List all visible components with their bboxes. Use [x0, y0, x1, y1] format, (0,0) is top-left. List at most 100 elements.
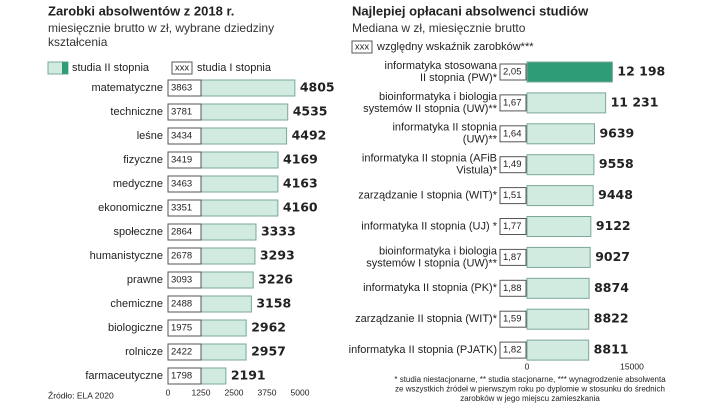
- ratio-text: 3419: [171, 155, 192, 166]
- value-label: 9448: [598, 187, 633, 202]
- category-label: informatyka stosowana: [385, 60, 498, 72]
- ratio-box: [167, 367, 202, 385]
- legend-label: studia II stopnia: [72, 62, 150, 74]
- ratio-box: [499, 279, 527, 297]
- footnote: zarobków w jego miejscu zamieszkania: [460, 394, 600, 403]
- ratio-text: 2488: [171, 299, 192, 310]
- bar: [526, 154, 595, 176]
- bar: [526, 277, 590, 299]
- footnote: ze wszystkich źródeł w pierwszym roku po…: [395, 385, 665, 394]
- category-label: systemów II stopnia (UW)**: [363, 103, 498, 115]
- ratio-text: 3434: [171, 131, 192, 142]
- value-label: 4160: [283, 200, 318, 215]
- bar: [526, 216, 592, 237]
- ratio-text: 3463: [171, 179, 192, 190]
- category-label: chemiczne: [110, 298, 163, 310]
- legend-box-text: xxx: [175, 63, 190, 74]
- category-label: systemów I stopnia (UW)**: [366, 257, 498, 269]
- ratio-text: 2678: [171, 251, 192, 262]
- category-label: biologiczne: [108, 322, 163, 334]
- value-label: 9122: [596, 218, 631, 233]
- value-label: 4169: [283, 152, 318, 167]
- category-label: informatyka II stopnia (UJ) *: [361, 220, 497, 232]
- ratio-box: [499, 248, 527, 266]
- value-label: 3158: [256, 296, 291, 311]
- value-label: 11 231: [611, 94, 659, 109]
- ratio-text: 1,49: [503, 159, 522, 170]
- category-label: informatyka II stopnia (PJATK): [349, 344, 497, 356]
- ratio-text: 1,82: [503, 345, 522, 356]
- bar: [526, 123, 595, 145]
- ratio-text: 1,87: [503, 252, 522, 263]
- ratio-box: [499, 125, 527, 143]
- ratio-box: [499, 341, 527, 359]
- category-label: informatyka II stopnia: [392, 122, 497, 134]
- category-label: prawne: [127, 274, 163, 286]
- ratio-text: 2422: [171, 347, 192, 358]
- value-label: 8811: [594, 342, 629, 357]
- value-label: 4163: [283, 176, 318, 191]
- footnote: * studia niestacjonarne, ** studia stacj…: [394, 375, 666, 384]
- ratio-box: [167, 319, 202, 337]
- ratio-text: 1798: [171, 371, 192, 382]
- x-tick-label: 0: [525, 361, 530, 371]
- value-label: 8822: [594, 311, 629, 326]
- category-label: leśne: [137, 130, 163, 142]
- bar: [526, 246, 591, 268]
- chart-subtitle: kształcenia: [48, 35, 108, 49]
- chart-title: Zarobki absolwentów z 2018 r.: [48, 3, 234, 18]
- ratio-text: 1,88: [503, 283, 522, 294]
- ratio-box: [499, 94, 527, 112]
- value-label: 2191: [231, 368, 266, 383]
- legend-swatch: [62, 62, 68, 74]
- ratio-text: 2864: [171, 227, 192, 238]
- ratio-box: [167, 175, 202, 193]
- bar: [526, 339, 590, 361]
- ratio-text: 1,77: [503, 221, 522, 232]
- value-label: 8874: [594, 280, 629, 295]
- ratio-text: 1,67: [503, 97, 522, 108]
- legend-label: względny wskaźnik zarobków***: [376, 41, 534, 53]
- category-label: zarządzanie II stopnia (WIT)*: [355, 313, 498, 325]
- ratio-text: 1975: [171, 323, 192, 334]
- ratio-box: [167, 79, 202, 97]
- category-label: II stopnia (PW)*: [420, 72, 498, 84]
- category-label: matematyczne: [91, 82, 163, 94]
- ratio-box: [167, 247, 202, 265]
- category-label: (UW)**: [463, 134, 498, 146]
- ratio-box: [167, 343, 202, 361]
- x-tick-label: 0: [166, 387, 171, 397]
- ratio-box: [167, 103, 202, 121]
- category-label: fizyczne: [123, 154, 163, 166]
- chart-title: Najlepiej opłacani absolwenci studiów: [352, 3, 589, 18]
- category-label: humanistyczne: [90, 250, 163, 262]
- value-label: 2957: [251, 344, 286, 359]
- ratio-box: [167, 127, 202, 145]
- x-tick-label: 1250: [192, 387, 211, 397]
- legend-label: studia I stopnia: [197, 62, 272, 74]
- ratio-box: [167, 151, 202, 169]
- ratio-box: [499, 218, 527, 235]
- category-label: farmaceutyczne: [85, 370, 163, 382]
- ratio-box: [167, 199, 202, 217]
- bar: [526, 61, 613, 83]
- category-label: informatyka II stopnia (PK)*: [363, 282, 498, 294]
- ratio-box: [499, 187, 527, 205]
- ratio-box: [499, 63, 527, 81]
- value-label: 3333: [261, 224, 296, 239]
- value-label: 9558: [599, 156, 634, 171]
- chart-subtitle: Mediana w zł, miesięcznie brutto: [352, 21, 526, 35]
- value-label: 3293: [260, 248, 295, 263]
- ratio-box: [167, 295, 202, 313]
- value-label: 3226: [258, 272, 293, 287]
- value-label: 9027: [595, 249, 630, 264]
- value-label: 2962: [251, 320, 286, 335]
- value-label: 4492: [292, 128, 327, 143]
- ratio-text: 3093: [171, 275, 192, 286]
- category-label: ekonomiczne: [98, 202, 163, 214]
- chart-subtitle: miesięcznie brutto w zł, wybrane dziedzi…: [48, 21, 274, 35]
- value-label: 12 198: [617, 64, 665, 79]
- ratio-text: 3351: [171, 203, 192, 214]
- value-label: 4805: [300, 80, 335, 95]
